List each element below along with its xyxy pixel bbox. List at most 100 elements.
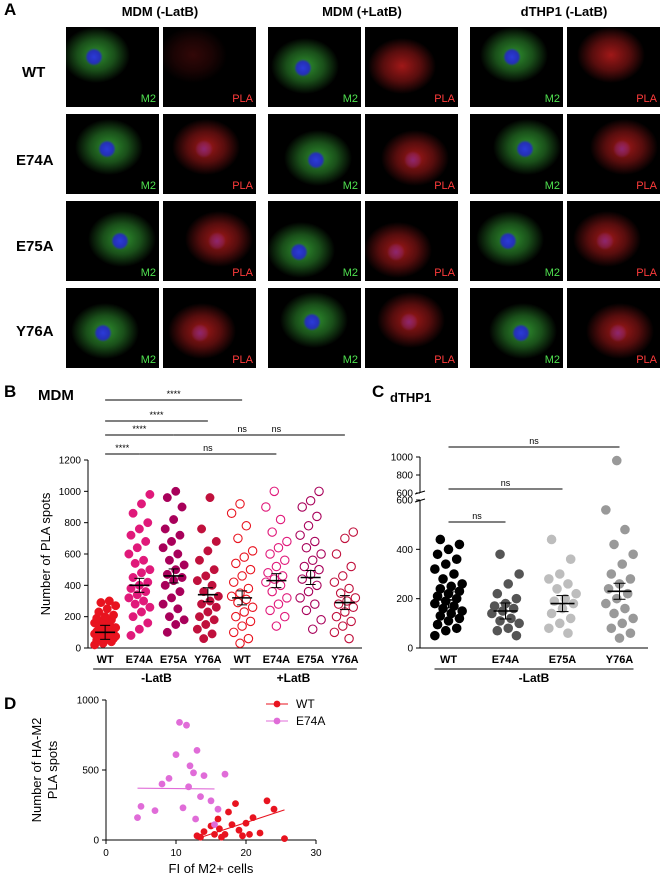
data-point (620, 524, 630, 535)
data-point (203, 607, 213, 617)
data-point (162, 569, 172, 579)
data-point (207, 629, 217, 639)
data-point (297, 502, 307, 512)
data-point (173, 604, 183, 614)
data-point (443, 544, 454, 555)
x-tick-label: WT (97, 654, 114, 666)
x-tick-label: WT (234, 654, 251, 666)
m2-label: M2 (342, 180, 358, 192)
panel-c-label: C (372, 382, 385, 401)
data-point (571, 588, 581, 599)
data-point (226, 508, 237, 519)
pla-micrograph: PLA (567, 288, 660, 368)
data-point (228, 577, 239, 587)
y-tick-label: 600 (396, 496, 413, 507)
data-point (232, 800, 239, 807)
group-label-minus-latb: -LatB (141, 671, 172, 685)
data-point (171, 565, 181, 575)
data-point (338, 571, 348, 581)
m2-micrograph: M2 (470, 27, 563, 107)
data-point (282, 593, 292, 603)
data-point (617, 559, 628, 569)
data-point (611, 593, 622, 604)
data-point (214, 805, 222, 813)
data-point (190, 769, 197, 777)
x-tick-label: E75A (297, 654, 325, 666)
data-point (237, 571, 247, 581)
m2-micrograph: M2 (268, 114, 361, 194)
column-header-mdm-plus-latb: MDM (+LatB) (322, 4, 402, 19)
y-tick-label: 1200 (59, 456, 82, 467)
data-point (503, 623, 514, 634)
row-label-wt: WT (22, 64, 46, 81)
data-point (164, 555, 174, 565)
y-axis-label: Number of HA-M2PLA spots (29, 718, 60, 823)
data-point (435, 534, 446, 545)
data-point (137, 803, 145, 810)
data-point (239, 832, 246, 840)
data-point (211, 537, 221, 546)
m2-label: M2 (544, 354, 560, 366)
data-point (271, 621, 282, 631)
data-point (281, 835, 288, 842)
data-point (231, 611, 241, 622)
data-point (625, 574, 636, 584)
data-point (299, 561, 310, 572)
data-point (245, 616, 256, 627)
data-point (346, 561, 356, 572)
pla-micrograph: PLA (163, 27, 256, 107)
data-point (137, 568, 146, 578)
significance-label: **** (115, 443, 130, 453)
y-tick-label: 0 (93, 836, 99, 847)
data-point (435, 584, 446, 594)
data-point (221, 770, 229, 778)
significance-label: ns (529, 436, 539, 446)
x-tick-label: 30 (310, 848, 322, 859)
data-point (331, 549, 342, 559)
data-point (506, 613, 516, 624)
data-point (350, 593, 361, 603)
m2-label: M2 (544, 267, 560, 279)
y-tick-label: 400 (396, 545, 413, 556)
data-point (160, 524, 170, 534)
data-point (511, 630, 522, 641)
data-point (329, 577, 340, 587)
x-tick-label: Y76A (606, 654, 634, 666)
data-point (565, 613, 576, 624)
m2-label: M2 (342, 93, 358, 105)
data-point (269, 486, 280, 497)
data-point (628, 613, 638, 624)
data-point (221, 831, 229, 838)
panel-b-scatter-chart: 0 200 400 600 800 1000 1200 Number of PLA spots… (38, 389, 362, 685)
data-point (205, 493, 215, 503)
data-point (511, 593, 522, 604)
y-tick-label: 1000 (59, 487, 82, 498)
data-point (609, 539, 619, 550)
data-point (165, 775, 173, 782)
data-point (314, 486, 324, 497)
data-point (265, 549, 275, 559)
data-point (186, 762, 194, 770)
pla-label: PLA (636, 354, 657, 366)
data-point (197, 524, 207, 534)
data-point (310, 536, 320, 547)
data-point (211, 602, 221, 612)
y-tick-label: 400 (64, 581, 81, 592)
data-point (228, 627, 239, 638)
data-point (137, 607, 146, 617)
data-point (192, 576, 202, 586)
x-tick-label: E75A (549, 654, 577, 666)
data-point (199, 634, 209, 644)
data-point (606, 569, 617, 579)
data-point (151, 807, 159, 814)
data-point (440, 559, 451, 569)
data-point (171, 620, 181, 629)
data-point (312, 511, 322, 522)
data-point (329, 627, 340, 638)
y-tick-label: 200 (396, 594, 413, 605)
pla-micrograph: PLA (567, 201, 660, 281)
data-point (563, 628, 573, 638)
y-tick-label: 800 (396, 471, 413, 482)
x-tick-label: WT (440, 654, 457, 666)
x-axis-label: FI of M2+ cells (169, 861, 254, 876)
